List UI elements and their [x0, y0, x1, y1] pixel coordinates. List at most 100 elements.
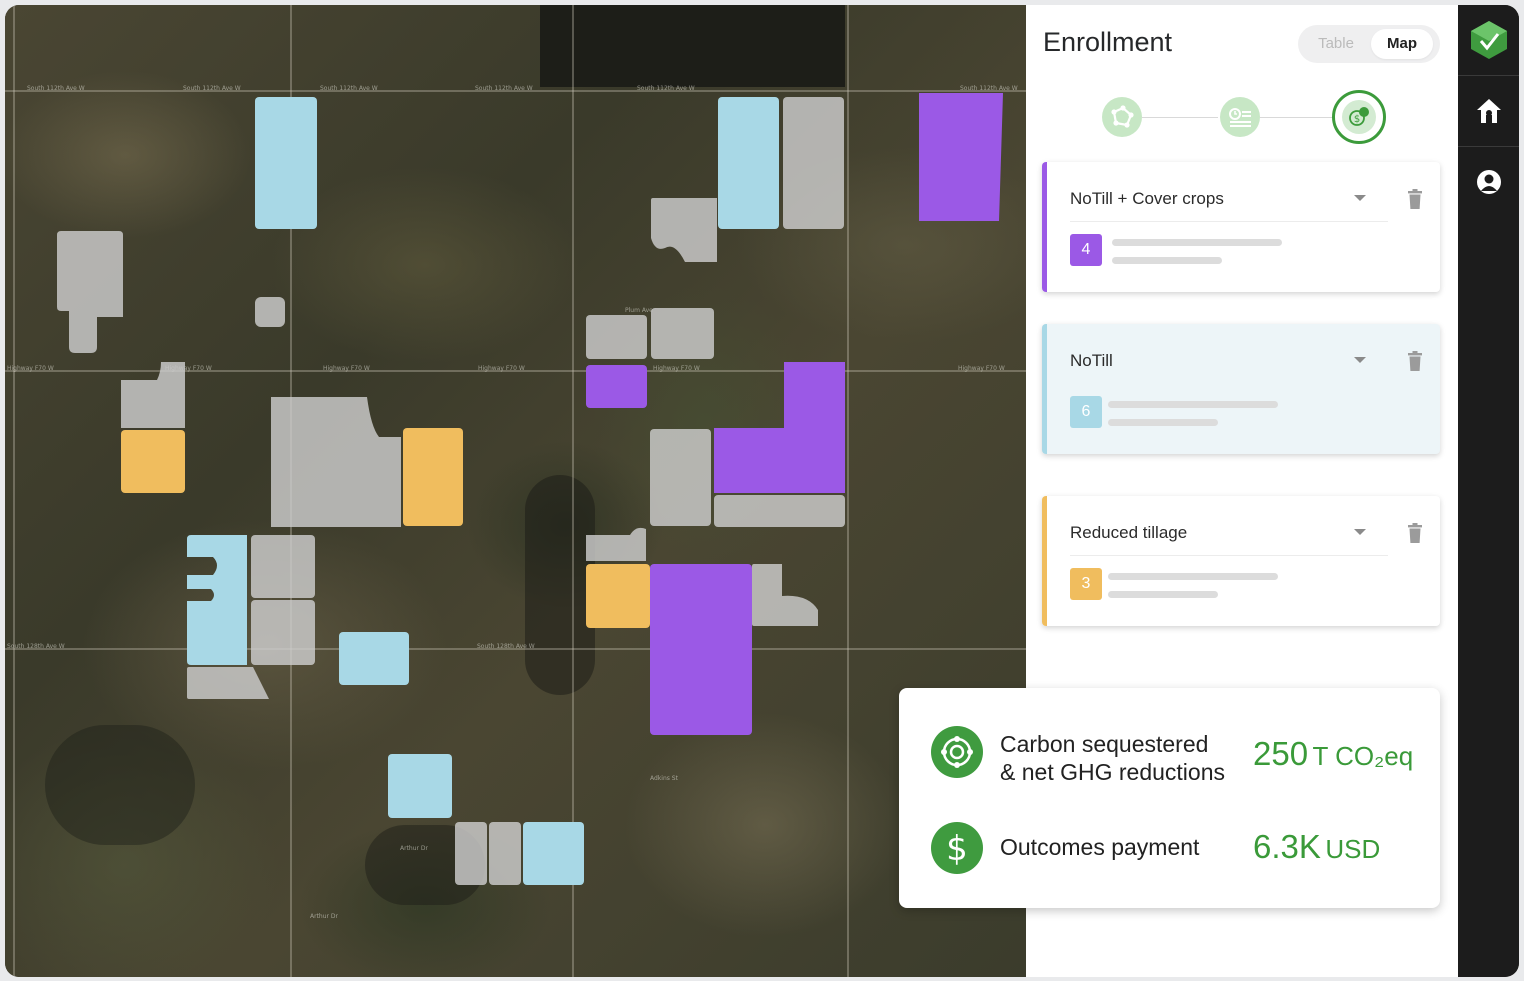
field-unenrolled[interactable] [187, 667, 269, 699]
practice-color-bar [1042, 496, 1047, 626]
practice-color-bar [1042, 162, 1047, 292]
field-notill[interactable] [718, 97, 779, 229]
field-notill[interactable] [187, 535, 251, 665]
map-road [5, 370, 1026, 372]
practice-card[interactable]: NoTill + Cover crops 4 [1042, 162, 1440, 292]
field-notill-cover[interactable] [586, 365, 647, 408]
field-count-badge: 3 [1070, 568, 1102, 600]
carbon-label-line2: & net GHG reductions [1000, 759, 1225, 785]
map-terrain [540, 5, 845, 87]
field-notill[interactable] [255, 97, 317, 229]
payment-label: Outcomes payment [1000, 834, 1200, 860]
nav-profile[interactable] [1458, 147, 1519, 217]
logo-button[interactable] [1458, 5, 1519, 75]
chevron-down-icon[interactable] [1354, 195, 1366, 201]
step-practices[interactable] [1220, 97, 1260, 137]
field-reduced-tillage[interactable] [121, 430, 185, 493]
satellite-map[interactable]: South 112th Ave W South 112th Ave W Sout… [5, 5, 1026, 977]
road-label: South 112th Ave W [475, 85, 533, 92]
field-unenrolled[interactable] [57, 231, 123, 353]
outcomes-summary-card: Carbon sequestered & net GHG reductions … [899, 688, 1440, 908]
field-unenrolled[interactable] [455, 822, 487, 885]
nav-home[interactable] [1458, 76, 1519, 146]
step-payment[interactable]: $ [1332, 90, 1386, 144]
carbon-unit: T CO₂eq [1312, 741, 1414, 771]
practice-name: NoTill + Cover crops [1070, 189, 1224, 208]
nav-divider [1458, 75, 1519, 76]
placeholder-line [1108, 419, 1218, 426]
field-boundary-icon [1111, 105, 1134, 128]
practice-card[interactable]: NoTill 6 [1042, 324, 1440, 454]
road-label: Highway F70 W [653, 365, 700, 372]
field-unenrolled[interactable] [651, 198, 717, 262]
view-toggle-map[interactable]: Map [1371, 29, 1433, 59]
road-label: Highway F70 W [958, 365, 1005, 372]
field-notill-cover[interactable] [714, 362, 845, 493]
field-reduced-tillage[interactable] [586, 564, 650, 628]
map-road [572, 5, 574, 977]
field-count-badge: 6 [1070, 396, 1102, 428]
payment-coins-icon: $ [1349, 107, 1369, 126]
field-unenrolled[interactable] [586, 525, 648, 561]
practice-color-bar [1042, 324, 1047, 454]
page-title: Enrollment [1043, 27, 1173, 57]
field-notill[interactable] [339, 632, 409, 685]
chevron-down-icon[interactable] [1354, 529, 1366, 535]
placeholder-line [1108, 573, 1278, 580]
field-unenrolled[interactable] [255, 297, 285, 327]
road-label: Arthur Dr [310, 913, 338, 920]
carbon-label: Carbon sequestered & net GHG reductions [1000, 730, 1225, 786]
map-terrain [45, 725, 195, 845]
field-unenrolled[interactable] [651, 308, 714, 359]
field-notill[interactable] [523, 822, 584, 885]
field-notill[interactable] [388, 754, 452, 818]
field-unenrolled[interactable] [783, 97, 844, 229]
road-label: South 128th Ave W [7, 643, 65, 650]
field-unenrolled[interactable] [271, 397, 401, 527]
field-unenrolled[interactable] [251, 600, 315, 665]
trash-icon[interactable] [1408, 351, 1422, 371]
step-fields[interactable] [1102, 97, 1142, 137]
practice-card[interactable]: Reduced tillage 3 [1042, 496, 1440, 626]
payment-unit: USD [1325, 834, 1381, 864]
field-notill-cover[interactable] [917, 93, 1003, 223]
map-road [847, 5, 849, 977]
chevron-down-icon[interactable] [1354, 357, 1366, 363]
road-label: Arthur Dr [400, 845, 428, 852]
field-unenrolled[interactable] [586, 315, 647, 359]
road-label: South 112th Ave W [960, 85, 1018, 92]
field-unenrolled[interactable] [752, 564, 818, 626]
carbon-target-icon [931, 726, 983, 778]
nav-divider [1458, 146, 1519, 147]
trash-icon[interactable] [1408, 189, 1422, 209]
trash-icon[interactable] [1408, 523, 1422, 543]
placeholder-line [1108, 591, 1218, 598]
field-unenrolled[interactable] [121, 362, 185, 428]
map-road [5, 648, 1026, 650]
road-label: South 128th Ave W [477, 643, 535, 650]
practice-name: NoTill [1070, 351, 1113, 370]
svg-text:$: $ [946, 829, 968, 868]
field-reduced-tillage[interactable] [403, 428, 463, 526]
payment-amount: 6.3K [1253, 828, 1321, 865]
field-unenrolled[interactable] [489, 822, 521, 885]
card-divider [1070, 555, 1388, 556]
view-toggle-table[interactable]: Table [1318, 35, 1354, 52]
svg-text:$: $ [1354, 114, 1360, 125]
map-road [5, 90, 1026, 92]
field-count-badge: 4 [1070, 234, 1102, 266]
view-toggle[interactable]: Table Map [1298, 25, 1440, 63]
field-unenrolled[interactable] [650, 429, 711, 526]
road-label: South 112th Ave W [183, 85, 241, 92]
road-label: South 112th Ave W [637, 85, 695, 92]
field-notill-cover[interactable] [650, 564, 752, 735]
practice-list-icon [1229, 108, 1251, 127]
map-terrain [525, 475, 595, 695]
field-unenrolled[interactable] [251, 535, 315, 598]
progress-stepper: $ [1100, 87, 1390, 147]
road-label: Highway F70 W [478, 365, 525, 372]
app-window: South 112th Ave W South 112th Ave W Sout… [5, 5, 1519, 977]
card-divider [1070, 221, 1388, 222]
placeholder-line [1112, 257, 1222, 264]
field-unenrolled[interactable] [714, 495, 845, 527]
